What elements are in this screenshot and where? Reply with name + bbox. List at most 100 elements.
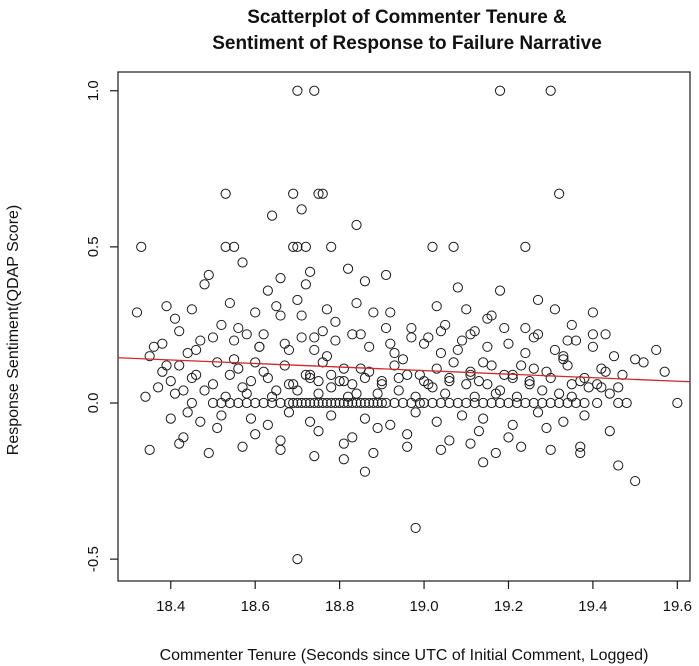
data-point: [351, 297, 362, 309]
data-point: [431, 363, 442, 374]
data-point: [326, 410, 337, 421]
y-tick-label: 0.0: [85, 393, 102, 414]
data-point: [600, 329, 611, 340]
data-point: [359, 397, 371, 409]
data-point: [292, 85, 303, 96]
data-point: [186, 372, 197, 384]
data-point: [233, 322, 244, 334]
data-point: [321, 397, 333, 409]
data-point: [549, 344, 561, 356]
data-point: [402, 369, 413, 381]
data-point: [473, 426, 485, 437]
data-point: [537, 385, 548, 396]
data-point: [440, 388, 451, 399]
data-point: [482, 379, 493, 390]
data-point: [630, 354, 641, 365]
data-point: [368, 397, 379, 409]
data-point: [511, 397, 523, 409]
data-point: [275, 444, 286, 455]
data-point: [621, 397, 632, 409]
data-point: [212, 422, 223, 434]
data-point: [499, 369, 510, 381]
data-point: [494, 397, 506, 409]
data-point: [292, 397, 303, 409]
data-point: [554, 188, 565, 199]
data-point: [148, 341, 159, 352]
data-point: [182, 347, 193, 359]
data-point: [372, 397, 383, 409]
data-point: [410, 407, 421, 418]
data-point: [456, 335, 468, 346]
data-point: [566, 379, 577, 390]
data-point: [570, 397, 582, 409]
data-point: [330, 316, 341, 327]
data-point: [566, 391, 577, 402]
data-point: [541, 422, 552, 434]
data-point: [524, 376, 535, 387]
data-point: [216, 410, 227, 421]
data-point: [503, 432, 514, 443]
data-point: [545, 85, 556, 96]
data-point: [220, 241, 231, 252]
data-point: [157, 338, 168, 349]
data-point: [524, 379, 535, 390]
x-tick-label: 19.0: [409, 598, 438, 615]
data-point: [427, 241, 438, 252]
data-point: [304, 369, 316, 381]
data-point: [228, 335, 240, 346]
data-point: [452, 397, 463, 409]
data-point: [241, 397, 252, 409]
data-point: [372, 422, 383, 434]
data-point: [317, 326, 328, 337]
data-point: [355, 329, 366, 340]
data-point: [385, 307, 396, 318]
data-point: [266, 391, 278, 402]
data-point: [300, 279, 311, 290]
data-point: [456, 410, 468, 421]
data-point: [275, 397, 286, 409]
data-point: [283, 379, 295, 390]
data-point: [587, 341, 599, 352]
data-point: [528, 397, 539, 409]
data-point: [402, 441, 413, 452]
data-point: [203, 447, 214, 459]
data-point: [313, 426, 324, 437]
data-point: [587, 329, 599, 340]
data-point: [494, 385, 506, 396]
data-point: [347, 432, 358, 443]
data-point: [296, 204, 307, 215]
data-point: [254, 341, 265, 352]
data-point: [389, 360, 400, 371]
data-point: [313, 397, 324, 409]
data-point: [321, 351, 333, 362]
data-point: [562, 335, 573, 346]
data-point: [558, 351, 569, 362]
data-point: [380, 322, 392, 334]
data-point: [532, 294, 544, 306]
data-point: [237, 257, 248, 268]
data-point: [520, 322, 531, 334]
data-point: [199, 385, 210, 396]
data-point: [207, 332, 219, 343]
data-point: [347, 379, 358, 390]
data-point: [317, 188, 328, 199]
data-point: [368, 447, 379, 459]
data-point: [292, 385, 303, 396]
data-point: [414, 397, 425, 409]
x-axis: 18.4 18.6 18.8 19.0 19.2 19.4 19.6: [156, 581, 692, 615]
y-tick-label: -0.5: [85, 546, 102, 572]
data-point: [309, 85, 320, 96]
data-point: [393, 385, 404, 396]
x-tick-label: 19.2: [494, 598, 523, 615]
data-point: [608, 351, 620, 362]
data-point: [448, 357, 459, 368]
data-point: [250, 397, 261, 409]
data-point: [406, 322, 417, 334]
data-point: [271, 301, 282, 312]
x-tick-label: 18.6: [241, 598, 270, 615]
x-tick-label: 18.8: [325, 598, 354, 615]
data-point: [313, 376, 324, 387]
data-point: [368, 307, 379, 318]
data-point: [237, 382, 248, 393]
